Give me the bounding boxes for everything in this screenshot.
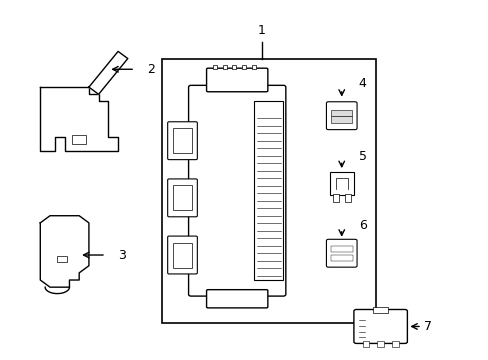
Text: 7: 7 (424, 320, 431, 333)
Bar (332, 194, 338, 202)
Bar (173, 243, 192, 267)
FancyBboxPatch shape (353, 310, 407, 343)
Bar (362, 341, 369, 347)
Text: 3: 3 (118, 248, 126, 261)
Bar (254, 102, 283, 280)
FancyBboxPatch shape (326, 102, 356, 130)
Bar (232, 65, 236, 69)
Bar (251, 65, 255, 69)
FancyBboxPatch shape (167, 236, 197, 274)
Bar (212, 65, 216, 69)
FancyBboxPatch shape (326, 239, 356, 267)
FancyBboxPatch shape (167, 122, 197, 159)
Bar (72, 135, 86, 144)
Bar (330, 116, 351, 122)
FancyBboxPatch shape (206, 290, 267, 308)
Bar (376, 341, 383, 347)
Text: 4: 4 (358, 77, 366, 90)
Bar (344, 194, 350, 202)
Bar (391, 341, 398, 347)
Bar (162, 59, 375, 323)
Polygon shape (40, 216, 89, 287)
Bar (330, 255, 352, 261)
Text: 5: 5 (358, 150, 366, 163)
Text: 2: 2 (147, 63, 155, 76)
FancyBboxPatch shape (188, 85, 285, 296)
Bar (372, 307, 387, 313)
Text: 1: 1 (257, 24, 265, 37)
Text: 6: 6 (358, 219, 366, 232)
Bar (57, 256, 67, 262)
Bar (330, 247, 352, 252)
Bar (330, 110, 351, 116)
FancyBboxPatch shape (206, 68, 267, 92)
FancyBboxPatch shape (167, 179, 197, 217)
Bar (329, 172, 353, 195)
Bar (222, 65, 226, 69)
Bar (242, 65, 245, 69)
Bar (173, 128, 192, 153)
Bar (173, 185, 192, 210)
Polygon shape (89, 51, 127, 94)
